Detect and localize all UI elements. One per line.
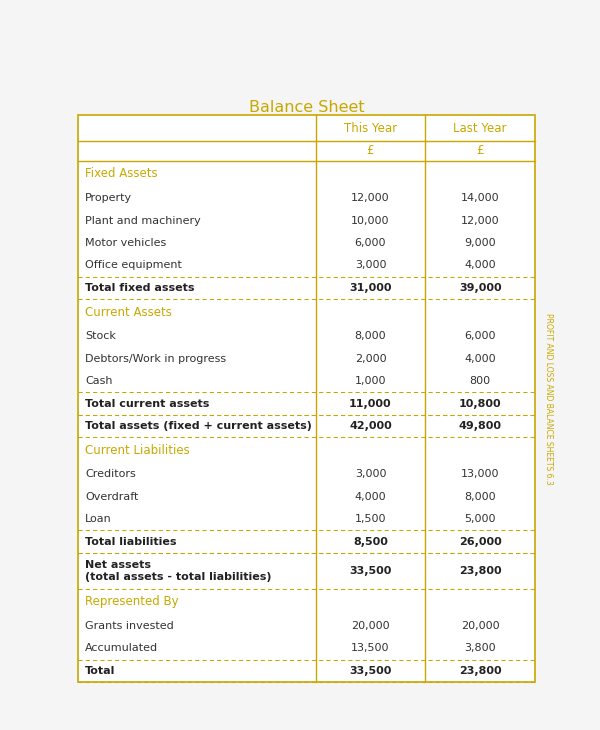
- Text: 20,000: 20,000: [351, 620, 390, 631]
- Text: 12,000: 12,000: [351, 193, 390, 203]
- Text: Loan: Loan: [85, 514, 112, 524]
- Text: 10,000: 10,000: [351, 215, 390, 226]
- Text: Current Assets: Current Assets: [85, 306, 172, 318]
- Text: 26,000: 26,000: [459, 537, 502, 547]
- Text: Plant and machinery: Plant and machinery: [85, 215, 201, 226]
- Text: Grants invested: Grants invested: [85, 620, 174, 631]
- Text: Overdraft: Overdraft: [85, 492, 139, 502]
- Text: 4,000: 4,000: [355, 492, 386, 502]
- Text: 13,000: 13,000: [461, 469, 499, 480]
- Text: 4,000: 4,000: [464, 353, 496, 364]
- Text: Motor vehicles: Motor vehicles: [85, 238, 166, 248]
- Text: 4,000: 4,000: [464, 261, 496, 270]
- Text: 6,000: 6,000: [355, 238, 386, 248]
- Text: Last Year: Last Year: [454, 121, 507, 134]
- Text: Creditors: Creditors: [85, 469, 136, 480]
- Text: 8,000: 8,000: [355, 331, 386, 341]
- Text: 9,000: 9,000: [464, 238, 496, 248]
- Text: 3,800: 3,800: [464, 643, 496, 653]
- Text: £: £: [367, 145, 374, 158]
- Bar: [78, 115, 535, 682]
- Text: 23,800: 23,800: [459, 666, 502, 676]
- Text: Current Liabilities: Current Liabilities: [85, 444, 190, 457]
- Text: Accumulated: Accumulated: [85, 643, 158, 653]
- Text: 3,000: 3,000: [355, 261, 386, 270]
- Text: 11,000: 11,000: [349, 399, 392, 409]
- Text: 1,500: 1,500: [355, 514, 386, 524]
- Text: 33,500: 33,500: [349, 566, 392, 576]
- Text: Total liabilities: Total liabilities: [85, 537, 176, 547]
- Text: Debtors/Work in progress: Debtors/Work in progress: [85, 353, 226, 364]
- Text: 49,800: 49,800: [458, 421, 502, 431]
- Text: Total assets (fixed + current assets): Total assets (fixed + current assets): [85, 421, 312, 431]
- Text: 3,000: 3,000: [355, 469, 386, 480]
- Text: 8,000: 8,000: [464, 492, 496, 502]
- Text: 42,000: 42,000: [349, 421, 392, 431]
- Text: 1,000: 1,000: [355, 376, 386, 386]
- Text: Total current assets: Total current assets: [85, 399, 209, 409]
- Text: £: £: [476, 145, 484, 158]
- Text: Fixed Assets: Fixed Assets: [85, 167, 158, 180]
- Text: 13,500: 13,500: [351, 643, 390, 653]
- Text: Balance Sheet: Balance Sheet: [248, 101, 364, 115]
- Text: 14,000: 14,000: [461, 193, 499, 203]
- Text: 6,000: 6,000: [464, 331, 496, 341]
- Text: 800: 800: [470, 376, 491, 386]
- Text: Total: Total: [85, 666, 115, 676]
- Text: Represented By: Represented By: [85, 595, 179, 608]
- Text: Total fixed assets: Total fixed assets: [85, 283, 194, 293]
- Text: 8,500: 8,500: [353, 537, 388, 547]
- Text: 2,000: 2,000: [355, 353, 386, 364]
- Text: 31,000: 31,000: [349, 283, 392, 293]
- Text: 5,000: 5,000: [464, 514, 496, 524]
- Text: Stock: Stock: [85, 331, 116, 341]
- Text: Net assets
(total assets - total liabilities): Net assets (total assets - total liabili…: [85, 560, 271, 582]
- Text: Office equipment: Office equipment: [85, 261, 182, 270]
- Text: 10,800: 10,800: [459, 399, 502, 409]
- Text: 23,800: 23,800: [459, 566, 502, 576]
- Text: Cash: Cash: [85, 376, 113, 386]
- Text: PROFIT AND LOSS AND BALANCE SHEETS 6.3: PROFIT AND LOSS AND BALANCE SHEETS 6.3: [544, 312, 553, 485]
- Text: This Year: This Year: [344, 121, 397, 134]
- Text: 20,000: 20,000: [461, 620, 499, 631]
- Text: 12,000: 12,000: [461, 215, 499, 226]
- Text: 33,500: 33,500: [349, 666, 392, 676]
- Text: Property: Property: [85, 193, 132, 203]
- Text: 39,000: 39,000: [459, 283, 502, 293]
